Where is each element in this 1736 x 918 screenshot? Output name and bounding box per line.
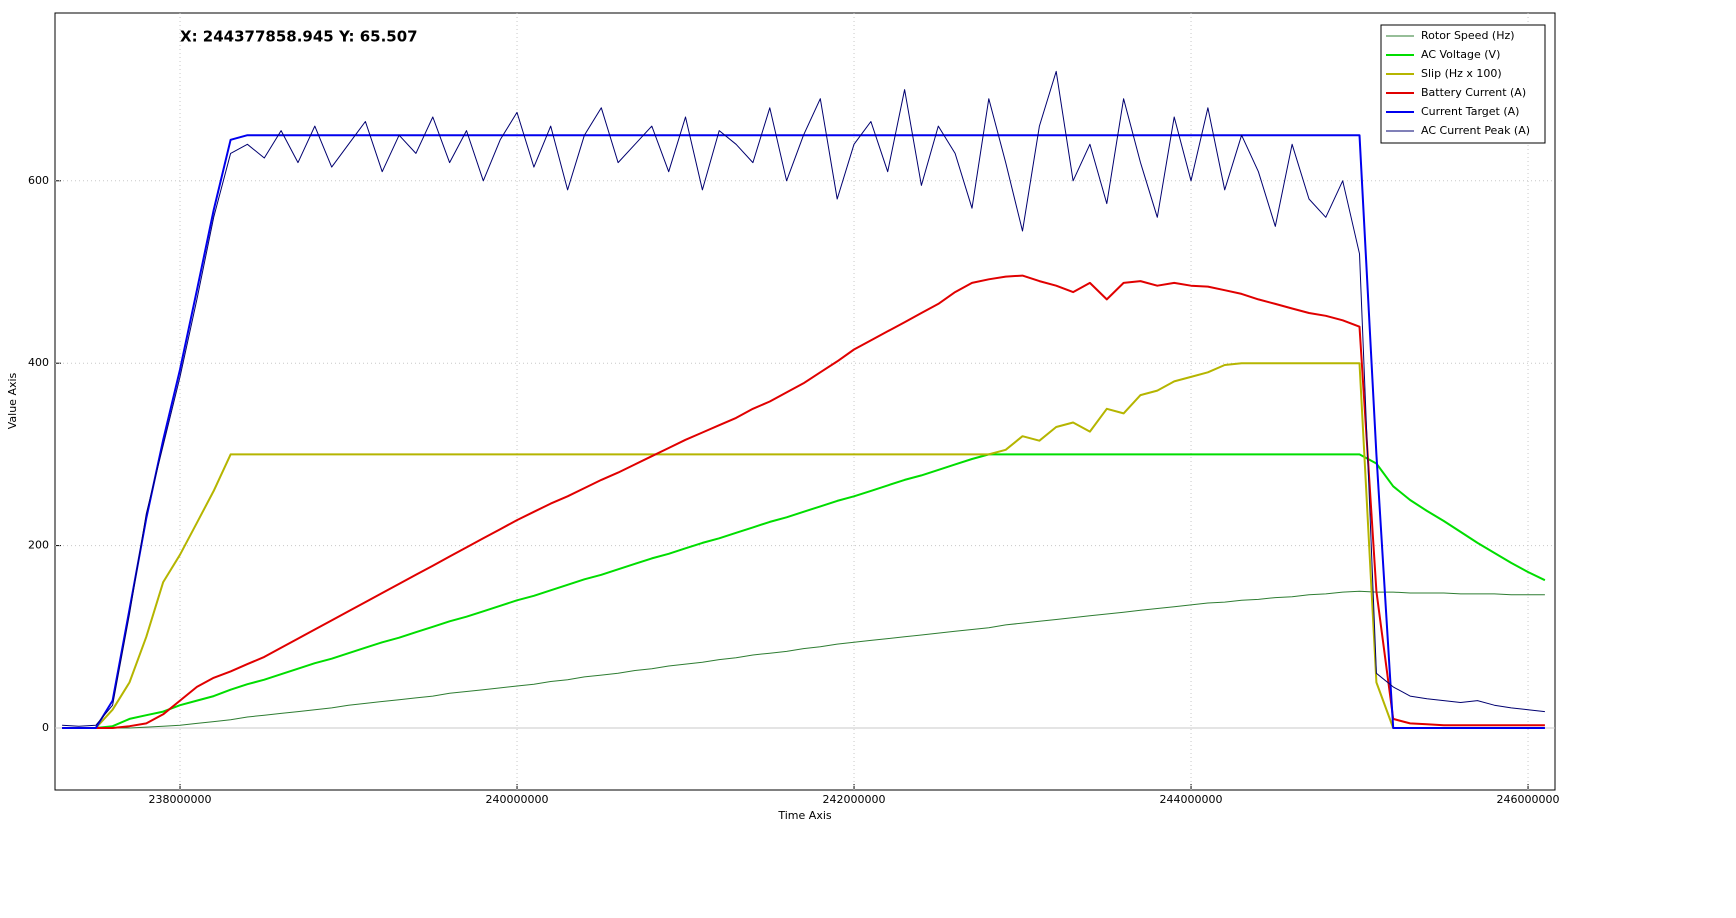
x-tick-label: 246000000 xyxy=(1497,793,1560,806)
series-line xyxy=(62,453,1546,729)
y-axis-label: Value Axis xyxy=(6,372,19,429)
legend-label: Battery Current (A) xyxy=(1421,86,1526,99)
cursor-readout: X: 244377858.945 Y: 65.507 xyxy=(180,28,418,46)
legend-label: Rotor Speed (Hz) xyxy=(1421,29,1515,42)
legend-label: Slip (Hz x 100) xyxy=(1421,67,1502,80)
y-tick-label: 200 xyxy=(28,539,49,552)
series-line xyxy=(62,70,1545,727)
y-tick-label: 0 xyxy=(42,721,49,734)
legend-label: Current Target (A) xyxy=(1421,105,1519,118)
y-tick-label: 400 xyxy=(28,356,49,369)
x-tick-label: 238000000 xyxy=(149,793,212,806)
legend-label: AC Voltage (V) xyxy=(1421,48,1500,61)
plot-frame xyxy=(54,12,1556,791)
y-tick-label: 600 xyxy=(28,174,49,187)
x-tick-label: 240000000 xyxy=(486,793,549,806)
series-line xyxy=(62,274,1545,729)
legend-label: AC Current Peak (A) xyxy=(1421,124,1530,137)
series-line xyxy=(62,590,1545,729)
x-tick-label: 242000000 xyxy=(823,793,886,806)
x-tick-label: 244000000 xyxy=(1160,793,1223,806)
legend-box xyxy=(1380,24,1546,144)
x-axis-label: Time Axis xyxy=(777,809,832,822)
series-line xyxy=(62,362,1545,729)
